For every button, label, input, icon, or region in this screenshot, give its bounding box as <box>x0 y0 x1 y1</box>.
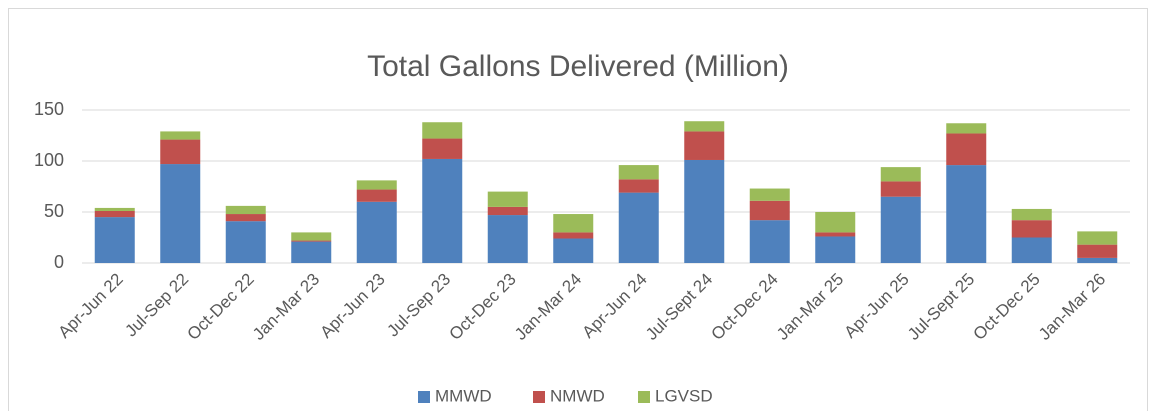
bar-segment <box>356 180 397 190</box>
legend-label: MMWD <box>435 386 492 405</box>
chart-title: Total Gallons Delivered (Million) <box>367 50 789 83</box>
bar-segment <box>160 164 201 263</box>
bar-segment <box>553 238 594 263</box>
bar-segment <box>291 232 332 241</box>
bar-segment <box>553 232 594 239</box>
y-tick-label: 0 <box>54 252 64 272</box>
bar-segment <box>618 192 659 263</box>
bar-segment <box>422 158 463 263</box>
bar-segment <box>422 122 463 139</box>
bar-segment <box>94 207 135 211</box>
bar-segment <box>291 240 332 242</box>
bar-segment <box>815 236 856 263</box>
bar-segment <box>487 206 528 216</box>
bar-segment <box>94 217 135 263</box>
bar-segment <box>946 165 987 263</box>
legend-swatch <box>418 391 430 403</box>
y-tick-label: 150 <box>34 99 64 119</box>
bar-segment <box>1011 237 1052 263</box>
bar-segment <box>1077 244 1118 258</box>
bar-segment <box>815 212 856 233</box>
y-tick-label: 50 <box>44 201 64 221</box>
bar-segment <box>1011 220 1052 238</box>
bar-segment <box>356 189 397 202</box>
legend-swatch <box>638 391 650 403</box>
bar-segment <box>94 210 135 218</box>
legend-label: NMWD <box>550 386 605 405</box>
bar-segment <box>749 200 790 221</box>
bar-segment <box>422 138 463 159</box>
bar-segment <box>618 165 659 180</box>
bar-segment <box>1077 231 1118 245</box>
bar-segment <box>356 201 397 263</box>
bar-segment <box>749 188 790 201</box>
bar-segment <box>684 121 725 132</box>
bar-segment <box>880 181 921 197</box>
bar-segment <box>946 123 987 134</box>
bar-segment <box>225 214 266 222</box>
bar-segment <box>618 179 659 193</box>
bar-segment <box>291 241 332 263</box>
bar-segment <box>553 214 594 233</box>
bar-segment <box>1077 257 1118 263</box>
bar-segment <box>946 133 987 166</box>
bar-segment <box>1011 208 1052 221</box>
bar-segment <box>749 220 790 263</box>
bar-segment <box>487 191 528 207</box>
bar-segment <box>160 139 201 165</box>
y-tick-label: 100 <box>34 150 64 170</box>
bar-segment <box>225 205 266 215</box>
bar-segment <box>684 131 725 160</box>
bar-segment <box>487 215 528 263</box>
legend-swatch <box>533 391 545 403</box>
bar-segment <box>815 232 856 237</box>
bar-segment <box>880 196 921 263</box>
bar-segment <box>684 159 725 263</box>
bar-segment <box>160 131 201 140</box>
bar-segment <box>225 221 266 263</box>
bar-segment <box>880 167 921 182</box>
legend-label: LGVSD <box>655 386 713 405</box>
